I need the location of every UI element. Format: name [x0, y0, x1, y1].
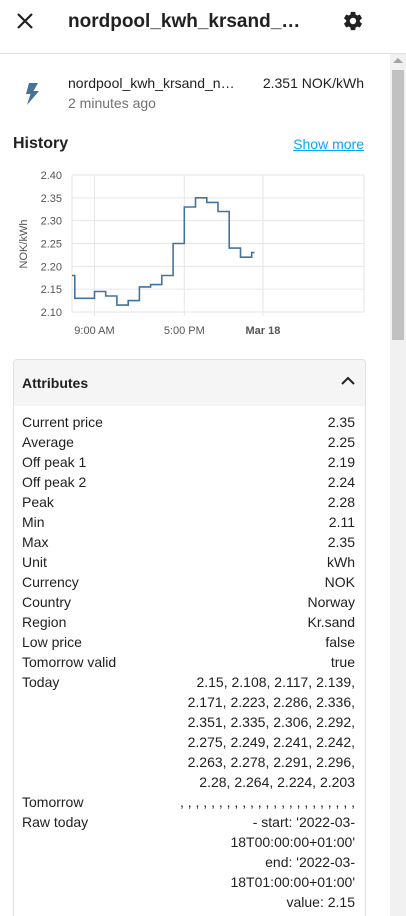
attribute-row: Raw today - start: '2022-03- 18T00:00:00+0…	[22, 812, 355, 916]
attribute-key: Raw today	[22, 814, 89, 830]
attribute-value: 2.171, 2.223, 2.286, 2.336,	[187, 694, 355, 710]
attribute-value: end: '2022-03-	[265, 854, 355, 870]
attributes-panel: Attributes Current price 2.35 Average 2.25 O…	[13, 359, 366, 916]
dialog-header: nordpool_kwh_krsand_nok_3_10_025	[0, 0, 406, 54]
dialog-content: nordpool_kwh_krsand_nok_3_10_025 2 minut…	[0, 54, 390, 916]
attribute-value: , , , , , , , , , , , , , , , , , , , , …	[179, 794, 355, 810]
flash-icon	[26, 83, 39, 105]
x-tick-label: 9:00 AM	[74, 325, 114, 337]
scrollbar[interactable]	[390, 54, 406, 916]
attribute-row: Tomorrow valid true	[22, 652, 355, 672]
close-icon	[17, 13, 33, 29]
attribute-value: 2.275, 2.249, 2.241, 2.242,	[187, 734, 355, 750]
y-tick-label: 2.30	[41, 216, 62, 228]
attribute-value: value: 2.15	[286, 894, 356, 910]
scroll-up-arrow-icon[interactable]	[393, 58, 403, 63]
price-series-line	[72, 197, 255, 306]
attribute-key: Min	[22, 514, 45, 530]
scrollbar-thumb[interactable]	[392, 70, 404, 340]
gear-icon	[344, 11, 362, 31]
attribute-key: Current price	[22, 414, 103, 430]
history-chart[interactable]: 2.40 2.35 2.30 2.25 2.20 2.15 2.10 9:00 AM 5:00 …	[0, 166, 390, 346]
attribute-value: 2.35	[327, 414, 355, 430]
attribute-value: 2.24	[327, 474, 355, 490]
attribute-value: 2.35	[327, 534, 355, 550]
attribute-row: Low price false	[22, 632, 355, 652]
attribute-key: Off peak 2	[22, 474, 87, 490]
y-tick-label: 2.10	[41, 307, 62, 319]
attribute-row: Unit kWh	[22, 552, 355, 572]
attribute-row: Off peak 1 2.19	[22, 452, 355, 472]
history-chart-svg: 2.40 2.35 2.30 2.25 2.20 2.15 2.10 9:00 AM 5:00 …	[18, 170, 365, 337]
attribute-value: NOK	[324, 574, 355, 590]
attributes-header[interactable]: Attributes	[14, 360, 365, 406]
attribute-value: Norway	[307, 594, 355, 610]
attribute-row: Tomorrow , , , , , , , , , , , , , , , , …	[22, 792, 355, 812]
history-title: History	[13, 135, 69, 152]
attribute-value: kWh	[327, 554, 355, 570]
attribute-row: Peak 2.28	[22, 492, 355, 512]
attribute-value: - start: '2022-03-	[252, 814, 355, 830]
entity-last-changed: 2 minutes ago	[68, 95, 156, 111]
attribute-value: 2.11	[328, 514, 355, 530]
dialog-title: nordpool_kwh_krsand_nok_3_10_025	[68, 11, 304, 32]
attribute-value: true	[330, 654, 355, 670]
y-tick-label: 2.20	[41, 261, 62, 273]
y-tick-label: 2.25	[41, 239, 62, 251]
attribute-value: 2.351, 2.335, 2.306, 2.292,	[187, 714, 355, 730]
show-more-link[interactable]: Show more	[293, 136, 364, 152]
attribute-value: 2.15, 2.108, 2.117, 2.139,	[196, 674, 355, 690]
entity-name: nordpool_kwh_krsand_nok_3_10_025	[68, 75, 240, 91]
close-button[interactable]	[12, 8, 38, 34]
attribute-value: 2.25	[327, 434, 355, 450]
attribute-key: Tomorrow valid	[22, 654, 117, 670]
entity-state: 2.351 NOK/kWh	[262, 75, 364, 91]
attribute-key: Today	[22, 674, 60, 690]
settings-button[interactable]	[340, 8, 366, 34]
attribute-value: 2.28	[327, 494, 355, 510]
y-axis-label: NOK/kWh	[18, 220, 30, 269]
x-tick-label: Mar 18	[245, 325, 280, 337]
attribute-key: Peak	[22, 494, 54, 510]
attribute-key: Currency	[22, 574, 79, 590]
y-tick-label: 2.35	[41, 193, 62, 205]
chevron-up-icon	[341, 376, 355, 385]
attribute-row: Today 2.15, 2.108, 2.117, 2.139, 2.171, 2.…	[22, 672, 355, 792]
attribute-value: false	[325, 634, 355, 650]
attribute-row: Min 2.11	[22, 512, 355, 532]
y-tick-label: 2.40	[41, 170, 62, 182]
attribute-row: Currency NOK	[22, 572, 355, 592]
attribute-key: Max	[22, 534, 49, 550]
attribute-key: Country	[22, 594, 72, 610]
attribute-row: Average 2.25	[22, 432, 355, 452]
attribute-key: Region	[22, 614, 67, 630]
attribute-row: Current price 2.35	[22, 412, 355, 432]
attribute-value: 18T00:00:00+01:00'	[230, 834, 355, 850]
attribute-value: Kr.sand	[307, 614, 355, 630]
y-tick-label: 2.15	[41, 284, 62, 296]
attribute-key: Tomorrow	[22, 794, 84, 810]
attribute-key: Off peak 1	[22, 454, 87, 470]
attribute-value: 18T01:00:00+01:00'	[230, 874, 355, 890]
attribute-value: 2.263, 2.278, 2.291, 2.296,	[187, 754, 355, 770]
attribute-key: Average	[22, 434, 74, 450]
attribute-row: Country Norway	[22, 592, 355, 612]
x-tick-label: 5:00 PM	[164, 325, 205, 337]
attribute-row: Region Kr.sand	[22, 612, 355, 632]
attribute-value: start: '2022-03-	[261, 912, 355, 916]
attribute-value: 2.28, 2.264, 2.224, 2.203	[199, 774, 355, 790]
attribute-value: 2.19	[327, 454, 355, 470]
attribute-row: Max 2.35	[22, 532, 355, 552]
attribute-key: Unit	[22, 554, 47, 570]
attribute-row: Off peak 2 2.24	[22, 472, 355, 492]
entity-row[interactable]: nordpool_kwh_krsand_nok_3_10_025 2 minut…	[0, 54, 390, 124]
attribute-key: Low price	[22, 634, 82, 650]
attributes-title: Attributes	[22, 375, 89, 391]
